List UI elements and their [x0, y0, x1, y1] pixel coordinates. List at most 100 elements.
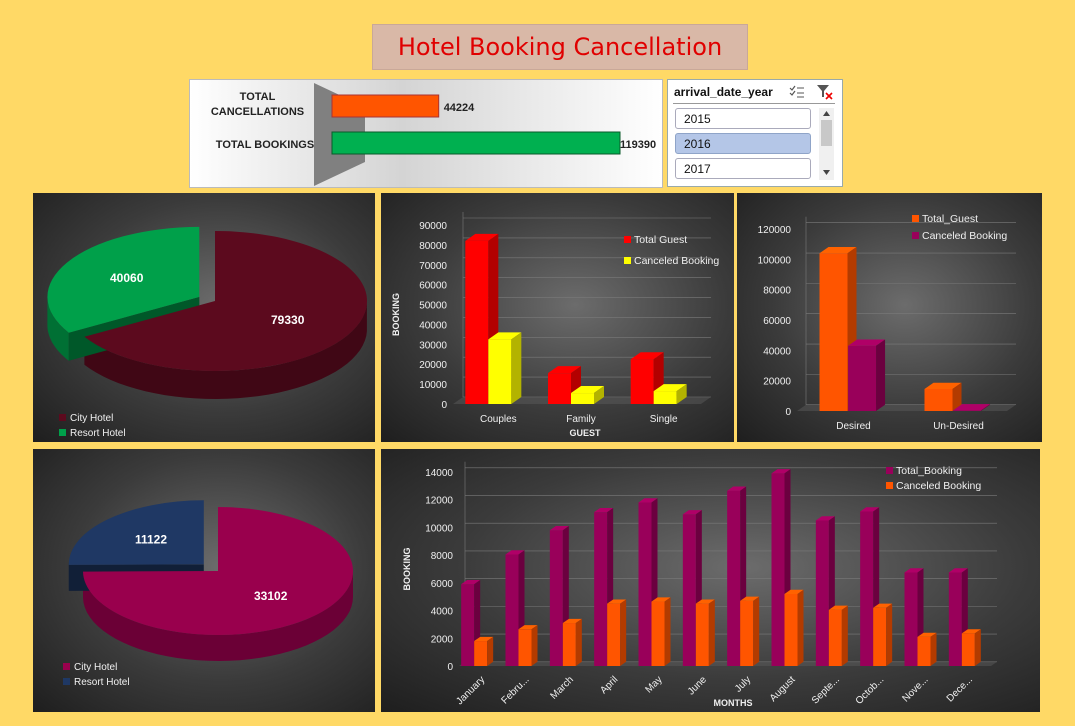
legend-swatch — [912, 215, 919, 222]
bar-total-booking — [771, 473, 785, 666]
scroll-down-icon[interactable] — [823, 170, 830, 175]
legend-label: Canceled Booking — [634, 255, 719, 267]
x-tick-label: Un-Desired — [933, 421, 984, 432]
y-axis-label: BOOKING — [402, 547, 412, 590]
bar-canceled-booking — [961, 633, 975, 666]
legend-swatch — [624, 257, 631, 264]
x-tick-label: Octob... — [854, 674, 887, 707]
slicer-header: arrival_date_year — [674, 85, 773, 99]
legend-label: Resort Hotel — [70, 428, 126, 439]
bar-canceled-booking — [873, 607, 887, 666]
y-tick-label: 8000 — [431, 551, 454, 562]
bar-top — [819, 246, 857, 254]
pie-slice-side — [84, 298, 367, 399]
total-cancellations-label: TOTAL CANCELLATIONS — [200, 90, 315, 120]
year-slicer[interactable]: arrival_date_year 2015 2016 2017 — [667, 79, 843, 187]
kpi-panel: TOTAL CANCELLATIONS TOTAL BOOKINGS 44224… — [189, 79, 663, 188]
x-axis-label: MONTHS — [714, 698, 753, 708]
bar-total-booking — [549, 530, 563, 666]
bar-top — [917, 632, 937, 637]
bar-top — [953, 404, 991, 411]
bar-side — [511, 332, 522, 404]
pie-data-label: 79330 — [271, 313, 305, 327]
slicer-item-2017[interactable]: 2017 — [675, 158, 811, 179]
legend-swatch — [63, 663, 70, 670]
x-tick-label: January — [454, 674, 487, 707]
bar-top — [548, 366, 581, 374]
x-tick-label: Septe... — [810, 674, 842, 706]
slicer-divider — [673, 103, 835, 104]
y-axis-label: BOOKING — [391, 293, 401, 336]
slicer-item-2016[interactable]: 2016 — [675, 133, 811, 154]
pie-slice-city-hotel — [84, 231, 368, 371]
bar-total-booking — [682, 514, 696, 666]
bar-canceled-booking — [953, 410, 982, 411]
y-tick-label: 14000 — [425, 468, 453, 479]
pie-slice-resort-hotel — [47, 226, 200, 333]
y-tick-label: 0 — [785, 407, 791, 418]
bar-canceled-booking — [651, 601, 665, 666]
bar-side — [753, 596, 760, 666]
bar-top — [562, 618, 582, 624]
bar-top — [695, 599, 715, 604]
y-tick-label: 120000 — [758, 225, 792, 236]
legend-label: Total_Guest — [922, 213, 978, 225]
bar-side — [620, 599, 627, 666]
slicer-item-2015[interactable]: 2015 — [675, 108, 811, 129]
bar-top — [828, 605, 848, 610]
x-tick-label: Dece... — [945, 674, 975, 704]
clear-filter-icon[interactable] — [816, 84, 834, 100]
cancellations-bar — [331, 94, 440, 118]
x-tick-label: Febru... — [499, 674, 531, 706]
legend-swatch — [886, 467, 893, 474]
bar-total-booking — [860, 511, 874, 666]
kpi-funnel: 44224 119390 — [314, 83, 656, 186]
bar-canceled-booking — [917, 636, 931, 666]
bar-canceled-booking — [518, 629, 532, 666]
y-tick-label: 50000 — [419, 301, 447, 312]
legend-swatch — [63, 678, 70, 685]
bar-top — [873, 603, 893, 608]
bar-top — [474, 636, 494, 642]
y-tick-label: 2000 — [431, 634, 454, 645]
bar-side — [531, 625, 538, 666]
bar-total-guest — [924, 389, 953, 411]
legend-label: Total Guest — [634, 234, 687, 246]
bar-total-booking — [904, 572, 918, 666]
slicer-scrollbar[interactable] — [819, 108, 834, 180]
scroll-thumb[interactable] — [821, 120, 832, 146]
legend-label: Canceled Booking — [896, 480, 981, 492]
bar-top — [740, 596, 760, 601]
cancellations-label-line1: TOTAL — [239, 91, 276, 103]
bar-top — [607, 599, 627, 604]
bar-top — [924, 382, 962, 390]
bar-total-guest — [465, 240, 489, 404]
bar-total-booking — [638, 502, 652, 666]
pie-chart-canceled: 33102 11122 City Hotel Resort Hotel — [33, 449, 375, 712]
bar-top — [904, 568, 924, 573]
pie-data-label: 11122 — [135, 533, 167, 547]
y-tick-label: 60000 — [763, 316, 791, 327]
y-tick-label: 80000 — [419, 241, 447, 252]
legend-label: City Hotel — [70, 413, 113, 424]
bar-side — [575, 618, 582, 666]
y-tick-label: 0 — [441, 400, 447, 411]
y-tick-label: 40000 — [419, 320, 447, 331]
bookings-bar — [331, 131, 621, 155]
bar-top — [848, 339, 886, 346]
bar-canceled-booking — [848, 345, 877, 411]
multi-select-icon[interactable] — [789, 85, 805, 99]
bar-canceled-booking — [562, 623, 576, 666]
bar-top — [594, 507, 614, 513]
scroll-up-icon[interactable] — [823, 111, 830, 116]
legend-swatch — [59, 429, 66, 436]
y-tick-label: 90000 — [419, 221, 447, 232]
bar-side — [708, 599, 715, 666]
y-tick-label: 70000 — [419, 261, 447, 272]
pie-chart-hotel-bookings: 79330 40060 City Hotel Resort Hotel — [33, 193, 375, 442]
bar-top — [784, 589, 804, 594]
bar-canceled-booking — [571, 393, 594, 404]
y-tick-label: 10000 — [419, 380, 447, 391]
legend-label: Total_Booking — [896, 465, 962, 477]
bar-top — [630, 352, 664, 360]
